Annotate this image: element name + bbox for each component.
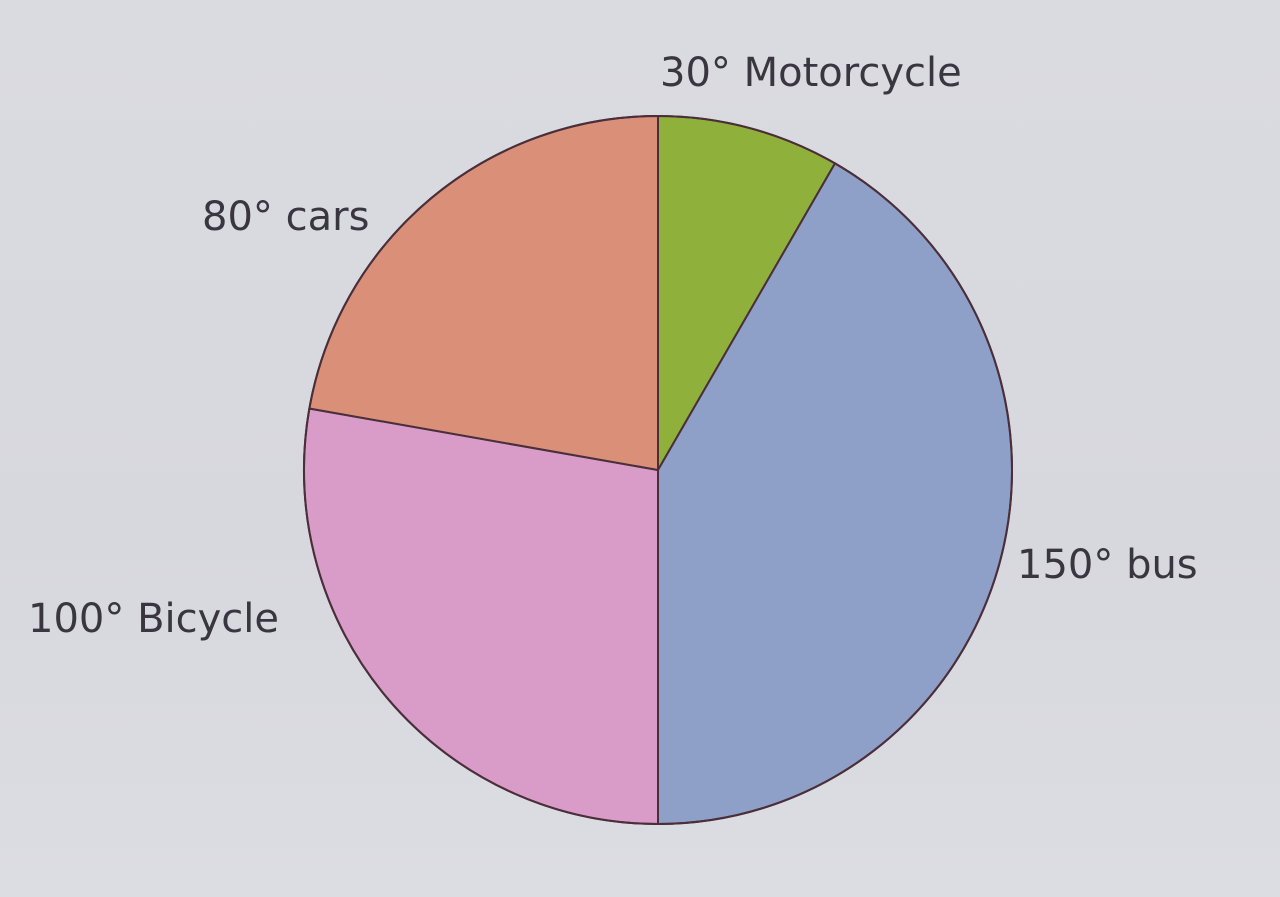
pie-labels: 30° Motorcycle 150° bus 100° Bicycle 80°… xyxy=(28,50,1198,642)
pie-outline xyxy=(303,115,1013,825)
pie-slices xyxy=(303,114,1013,826)
pie-slice-bicycle xyxy=(303,407,659,826)
label-bicycle: 100° Bicycle xyxy=(28,596,279,642)
label-bus: 150° bus xyxy=(1017,542,1198,588)
pie-slice-cars xyxy=(308,114,659,472)
label-cars: 80° cars xyxy=(202,194,369,240)
label-motorcycle: 30° Motorcycle xyxy=(660,50,962,96)
